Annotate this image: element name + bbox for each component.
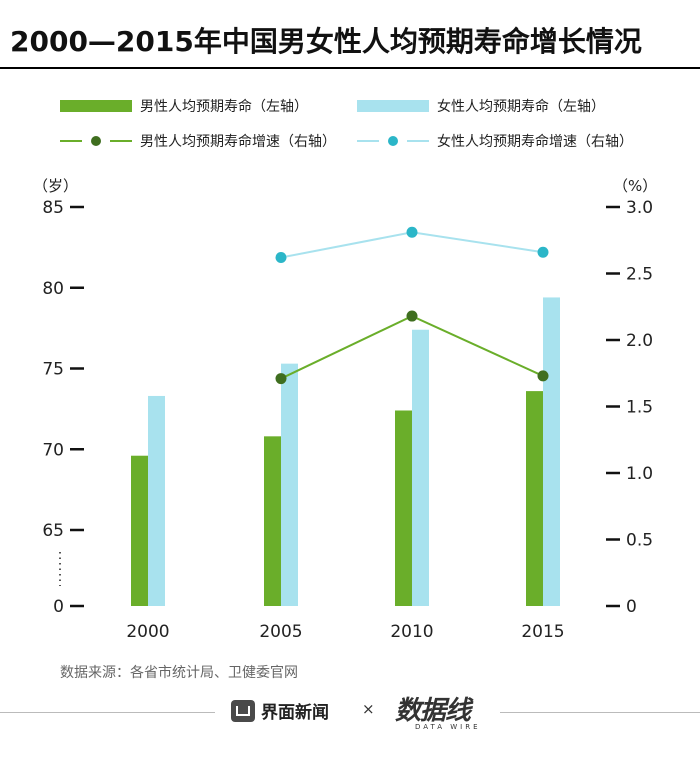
x-tick-label: 2005 [259, 622, 302, 642]
x-axis: 2000 2005 2010 2015 [126, 622, 564, 642]
right-tick-label: 1.0 [626, 464, 653, 484]
left-tick-label: 75 [42, 360, 64, 380]
data-wire-logo-text: 数据线 [395, 696, 471, 726]
left-tick-label: 65 [42, 521, 64, 541]
female-growth-point [406, 226, 418, 238]
legend-female-bar-swatch [357, 100, 429, 112]
left-tick-label: 0 [53, 597, 64, 617]
footer-divider-right [500, 712, 700, 713]
male-growth-point [537, 370, 549, 382]
x-tick-label: 2000 [126, 622, 169, 642]
legend-male-line-label: 男性人均预期寿命增速（右轴） [140, 134, 336, 150]
right-tick-label: 0.5 [626, 531, 653, 551]
left-axis-unit: （岁） [33, 177, 78, 195]
chart-title: 2000—2015年中国男女性人均预期寿命增长情况 [10, 25, 642, 58]
collab-times: × [362, 700, 375, 718]
male-bar [131, 455, 148, 606]
right-axis-unit: （%） [613, 177, 657, 195]
male-growth-point [406, 310, 418, 322]
right-axis: 3.0 2.5 2.0 1.5 1.0 0.5 0 [606, 198, 653, 617]
left-tick-label: 80 [42, 279, 64, 299]
legend-male-bar-label: 男性人均预期寿命（左轴） [140, 99, 308, 115]
legend-male-bar: 男性人均预期寿命（左轴） [60, 96, 308, 116]
legend-male-bar-swatch [60, 100, 132, 112]
male-growth-point [275, 373, 287, 385]
female-bar [281, 363, 298, 606]
legend-female-line-label: 女性人均预期寿命增速（右轴） [437, 134, 633, 150]
source-note: 数据来源：各省市统计局、卫健委官网 [60, 665, 298, 681]
male-bar [526, 391, 543, 606]
female-bar [148, 395, 165, 606]
x-tick-label: 2010 [390, 622, 433, 642]
legend-female-line-swatch [357, 135, 429, 147]
left-tick-label: 85 [42, 198, 64, 218]
x-tick-label: 2015 [521, 622, 564, 642]
legend-female-bar: 女性人均预期寿命（左轴） [357, 96, 605, 116]
right-tick-label: 0 [626, 597, 637, 617]
right-tick-label: 2.5 [626, 265, 653, 285]
right-tick-label: 2.0 [626, 331, 653, 351]
male-bar [395, 410, 412, 606]
left-tick-label: 70 [42, 440, 64, 460]
left-axis: 85 80 75 70 65 0 [42, 198, 84, 617]
female-growth-point [537, 246, 549, 258]
data-wire-logo-sub: DATA WIRE [415, 723, 481, 731]
legend-female-line: 女性人均预期寿命增速（右轴） [357, 131, 633, 151]
legend-female-bar-label: 女性人均预期寿命（左轴） [437, 99, 605, 115]
title-divider [0, 67, 700, 69]
male-bar [264, 436, 281, 606]
legend-male-line-swatch [60, 135, 132, 147]
right-tick-label: 3.0 [626, 198, 653, 218]
footer-divider-left [0, 712, 215, 713]
right-tick-label: 1.5 [626, 398, 653, 418]
jiemian-logo-icon [231, 699, 255, 722]
brand-jiemian: 界面新闻 [231, 698, 329, 723]
brand-name: 界面新闻 [261, 703, 329, 723]
data-wire-logo: 数据线 DATA WIRE [395, 690, 481, 731]
female-bar [543, 297, 560, 606]
growth-lines [275, 226, 549, 385]
female-growth-point [275, 252, 287, 264]
legend-male-line: 男性人均预期寿命增速（右轴） [60, 131, 336, 151]
female-bar [412, 329, 429, 606]
bars [131, 297, 560, 606]
